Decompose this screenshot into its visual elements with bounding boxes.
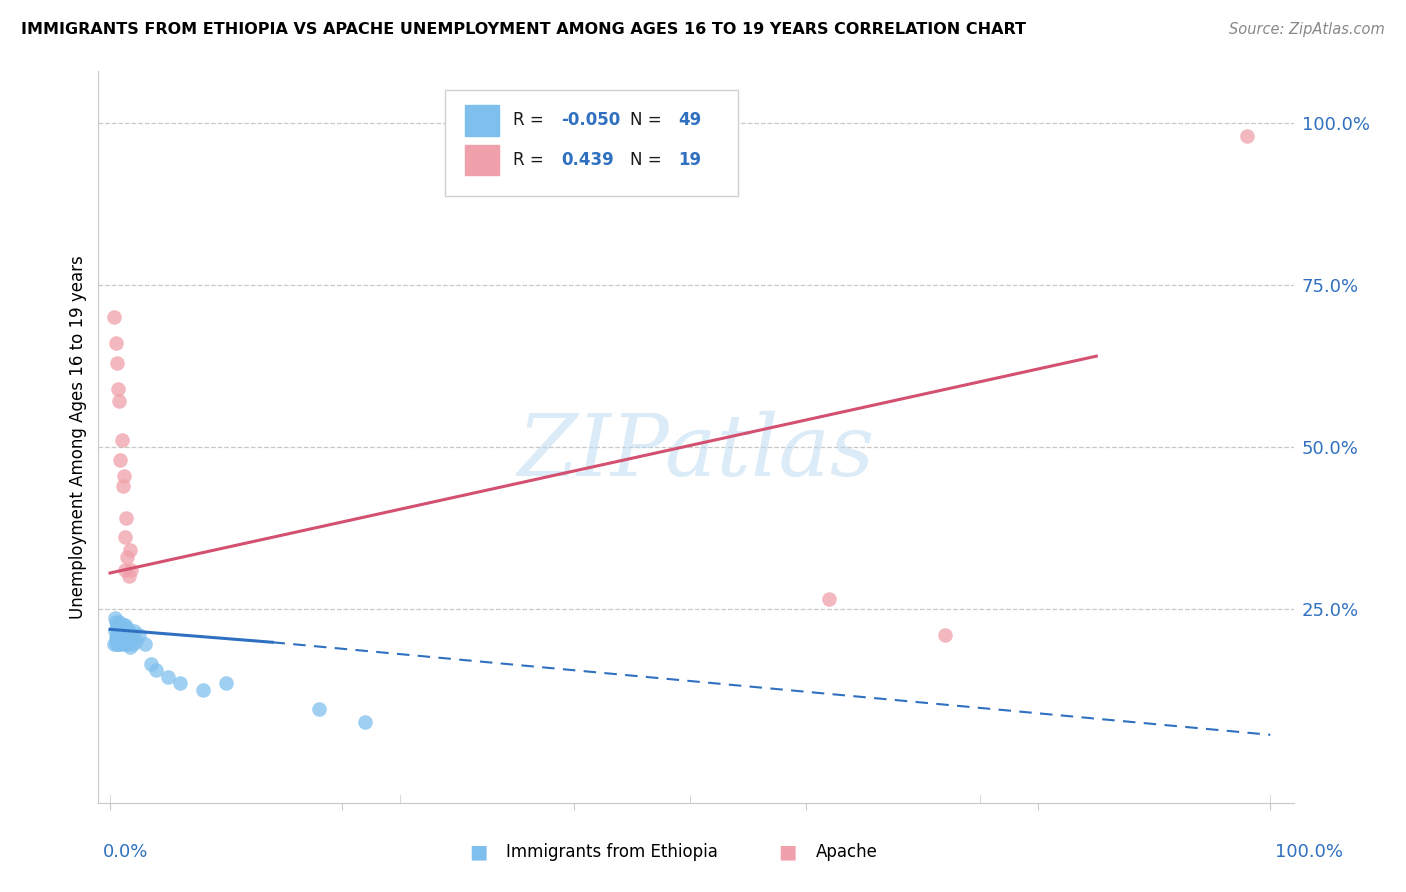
Text: R =: R = — [513, 151, 554, 169]
Point — [105, 617, 128, 632]
Point — [104, 336, 127, 351]
Text: N =: N = — [630, 151, 666, 169]
Point — [117, 637, 139, 651]
Text: -0.050: -0.050 — [561, 112, 620, 129]
Text: N =: N = — [630, 112, 666, 129]
Point — [934, 627, 956, 641]
Point — [118, 640, 141, 655]
Text: 100.0%: 100.0% — [1275, 843, 1343, 861]
Point — [215, 676, 238, 690]
Point — [111, 637, 134, 651]
Point — [191, 682, 214, 697]
Text: Immigrants from Ethiopia: Immigrants from Ethiopia — [506, 843, 718, 861]
FancyBboxPatch shape — [446, 90, 738, 195]
Point — [107, 382, 129, 396]
Point — [124, 634, 146, 648]
Point — [111, 627, 134, 641]
Point — [114, 631, 136, 645]
Point — [122, 637, 145, 651]
Point — [157, 669, 180, 683]
Point — [117, 621, 139, 635]
Point — [111, 434, 134, 448]
Point — [104, 615, 127, 629]
Point — [110, 634, 132, 648]
Point — [111, 617, 134, 632]
Y-axis label: Unemployment Among Ages 16 to 19 years: Unemployment Among Ages 16 to 19 years — [69, 255, 87, 619]
Text: 0.439: 0.439 — [561, 151, 613, 169]
Point — [112, 469, 135, 483]
Point — [107, 624, 129, 639]
Point — [108, 637, 131, 651]
Point — [107, 617, 129, 632]
Text: 49: 49 — [678, 112, 702, 129]
Point — [105, 631, 128, 645]
Point — [110, 624, 132, 639]
Point — [120, 627, 142, 641]
Point — [114, 617, 136, 632]
Point — [105, 627, 128, 641]
Text: Apache: Apache — [815, 843, 877, 861]
Point — [818, 591, 841, 606]
Point — [114, 637, 136, 651]
Text: ■: ■ — [778, 842, 797, 862]
Point — [134, 637, 156, 651]
Point — [117, 549, 139, 564]
Point — [114, 563, 136, 577]
Point — [108, 627, 131, 641]
Point — [117, 624, 139, 639]
Point — [121, 631, 143, 645]
Text: IMMIGRANTS FROM ETHIOPIA VS APACHE UNEMPLOYMENT AMONG AGES 16 TO 19 YEARS CORREL: IMMIGRANTS FROM ETHIOPIA VS APACHE UNEMP… — [21, 22, 1026, 37]
Text: R =: R = — [513, 112, 550, 129]
Point — [105, 356, 128, 370]
Point — [145, 663, 167, 677]
Text: 19: 19 — [678, 151, 702, 169]
FancyBboxPatch shape — [465, 145, 499, 175]
Point — [118, 634, 141, 648]
Point — [103, 310, 125, 325]
Text: ZIPatlas: ZIPatlas — [517, 410, 875, 493]
Point — [308, 702, 330, 716]
Point — [111, 478, 134, 492]
Point — [114, 530, 136, 544]
Point — [118, 543, 141, 558]
Point — [103, 637, 125, 651]
FancyBboxPatch shape — [465, 105, 499, 136]
Point — [104, 631, 127, 645]
Point — [111, 621, 134, 635]
Point — [128, 627, 150, 641]
Point — [110, 452, 132, 467]
Point — [104, 637, 127, 651]
Point — [117, 631, 139, 645]
Point — [169, 676, 191, 690]
Point — [117, 569, 139, 583]
Point — [112, 624, 135, 639]
Point — [111, 631, 134, 645]
Point — [104, 611, 127, 625]
Point — [108, 394, 131, 409]
Point — [112, 634, 135, 648]
Text: Source: ZipAtlas.com: Source: ZipAtlas.com — [1229, 22, 1385, 37]
Text: ■: ■ — [468, 842, 488, 862]
Point — [124, 624, 146, 639]
Text: 0.0%: 0.0% — [103, 843, 148, 861]
Point — [139, 657, 162, 671]
Point — [104, 624, 127, 639]
Point — [108, 615, 131, 629]
Point — [115, 511, 138, 525]
Point — [115, 627, 138, 641]
Point — [354, 714, 377, 729]
Point — [107, 637, 129, 651]
Point — [120, 563, 142, 577]
Point — [1236, 129, 1258, 144]
